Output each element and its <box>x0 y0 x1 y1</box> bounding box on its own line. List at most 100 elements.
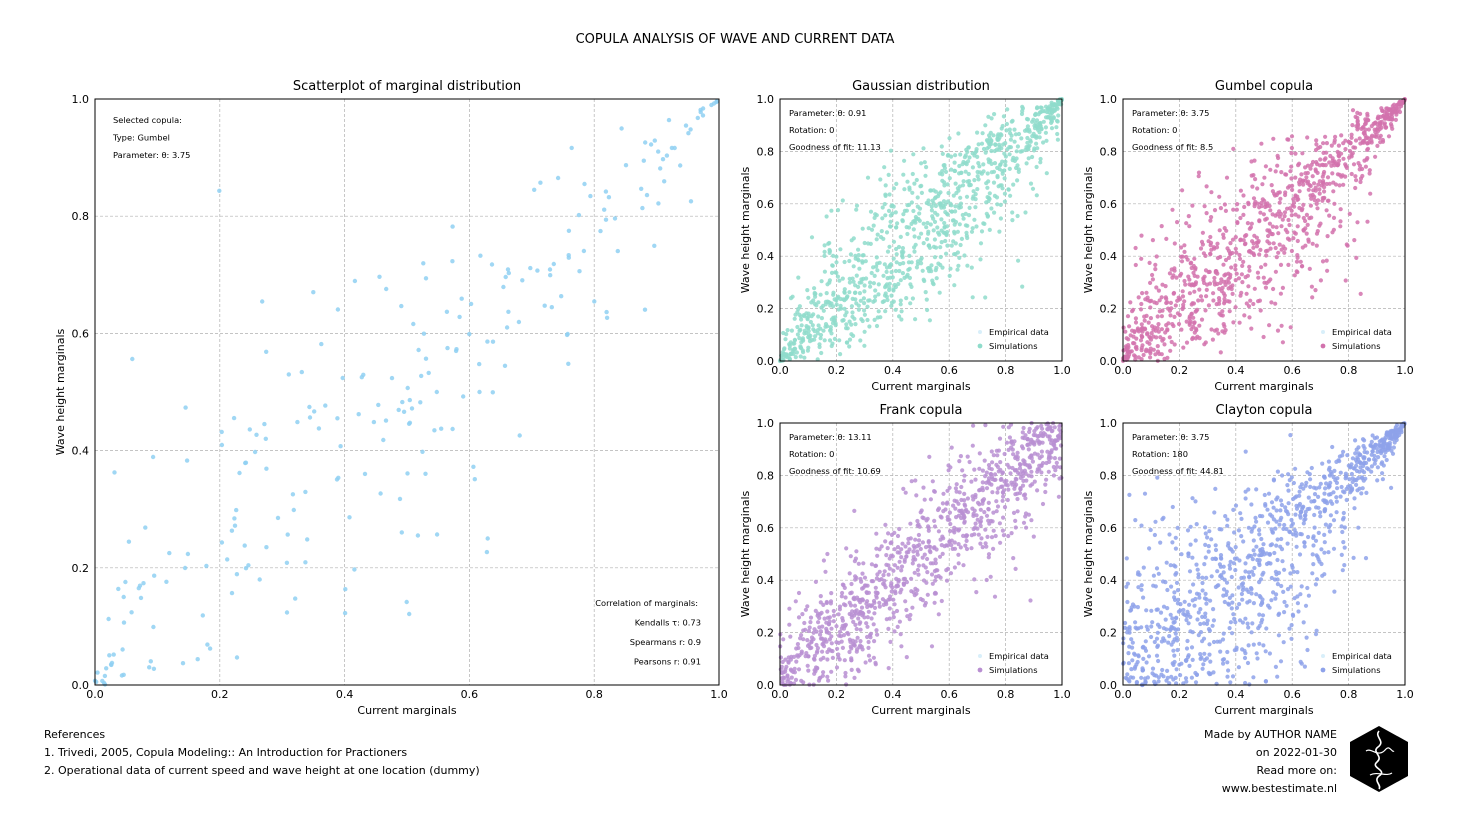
data-point <box>1204 575 1209 581</box>
data-point <box>1316 198 1321 203</box>
data-point <box>423 471 428 476</box>
legend-label-simulations: Simulations <box>1332 341 1381 351</box>
data-point <box>1030 119 1035 124</box>
data-point <box>1196 572 1201 577</box>
data-point <box>908 612 913 618</box>
data-point <box>1282 210 1288 215</box>
data-point <box>434 389 439 395</box>
data-point <box>1319 561 1324 567</box>
data-point <box>1279 502 1284 508</box>
data-point <box>1263 249 1269 254</box>
data-point <box>884 562 889 567</box>
data-point <box>293 596 298 601</box>
data-point <box>862 343 867 348</box>
data-point <box>1288 433 1293 438</box>
data-point <box>1255 656 1260 661</box>
data-point <box>1189 312 1194 317</box>
data-point <box>1129 605 1134 610</box>
x-tick-label: 0.6 <box>940 364 958 377</box>
data-point <box>1194 672 1199 678</box>
data-point <box>1227 546 1232 551</box>
data-point <box>1291 569 1296 574</box>
data-point <box>965 223 970 228</box>
data-point <box>1254 544 1259 549</box>
data-point <box>830 263 835 268</box>
data-point <box>1151 327 1156 332</box>
data-point <box>957 163 962 169</box>
data-point <box>807 339 813 344</box>
data-point <box>1267 551 1272 557</box>
data-point <box>1248 225 1253 230</box>
data-point <box>1223 257 1229 263</box>
data-point <box>799 317 804 322</box>
data-point <box>900 255 905 260</box>
data-point <box>1327 213 1332 218</box>
data-point <box>1189 675 1194 680</box>
data-point <box>862 289 867 294</box>
x-tick-label: 0.2 <box>1171 364 1189 377</box>
data-point <box>939 543 944 548</box>
data-point <box>847 337 853 342</box>
data-point <box>1308 203 1313 208</box>
data-point <box>1212 208 1218 213</box>
data-point <box>1167 271 1172 276</box>
data-point <box>1337 459 1342 464</box>
data-point <box>856 616 861 621</box>
data-point <box>894 260 899 265</box>
data-point <box>1377 135 1382 141</box>
data-point <box>642 307 648 312</box>
data-point <box>1287 530 1293 535</box>
data-point <box>796 645 801 651</box>
data-point <box>1223 208 1228 213</box>
data-point <box>1126 661 1131 666</box>
data-point <box>883 539 888 544</box>
data-point <box>1200 666 1205 671</box>
data-point <box>1257 612 1262 617</box>
data-point <box>983 527 988 532</box>
data-point <box>1128 333 1133 338</box>
data-point <box>920 555 925 560</box>
data-point <box>979 141 985 146</box>
legend-label-simulations: Simulations <box>989 341 1038 351</box>
data-point <box>1051 108 1056 114</box>
data-point <box>849 667 854 673</box>
data-point <box>1279 547 1285 552</box>
data-point <box>1264 216 1269 221</box>
data-point <box>779 664 784 669</box>
data-point <box>1211 607 1216 612</box>
x-tick-label: 0.0 <box>1114 688 1132 701</box>
data-point <box>1313 632 1319 637</box>
data-point <box>1138 338 1144 343</box>
data-point <box>588 193 593 199</box>
data-point <box>1397 430 1402 435</box>
data-point <box>878 235 884 240</box>
data-point <box>1348 140 1353 145</box>
data-point <box>892 282 897 288</box>
data-point <box>1055 119 1060 124</box>
data-point <box>902 275 907 280</box>
data-point <box>1056 435 1061 440</box>
data-point <box>891 615 896 620</box>
data-point <box>853 574 858 579</box>
data-point <box>962 473 967 478</box>
data-point <box>850 638 855 643</box>
data-point <box>947 539 952 544</box>
data-point <box>254 432 259 437</box>
data-point <box>954 482 959 487</box>
y-tick-label: 0.6 <box>72 327 90 340</box>
data-point <box>1188 542 1193 547</box>
data-point <box>1208 218 1213 223</box>
data-point <box>1247 268 1252 273</box>
chart-gaussian: 0.0 0.2 0.4 0.6 0.8 1.00.00.20.40.60.81.0Gaus… <box>739 79 1071 393</box>
plot-frame <box>779 98 1063 362</box>
data-point <box>986 555 991 560</box>
data-point <box>1182 249 1187 254</box>
data-point <box>871 655 877 660</box>
data-point <box>888 275 893 280</box>
data-point <box>1300 505 1305 510</box>
data-point <box>1278 498 1284 503</box>
data-point <box>714 99 719 104</box>
data-point <box>407 397 412 403</box>
legend-label-empirical: Empirical data <box>989 651 1049 661</box>
data-point <box>1002 176 1007 181</box>
